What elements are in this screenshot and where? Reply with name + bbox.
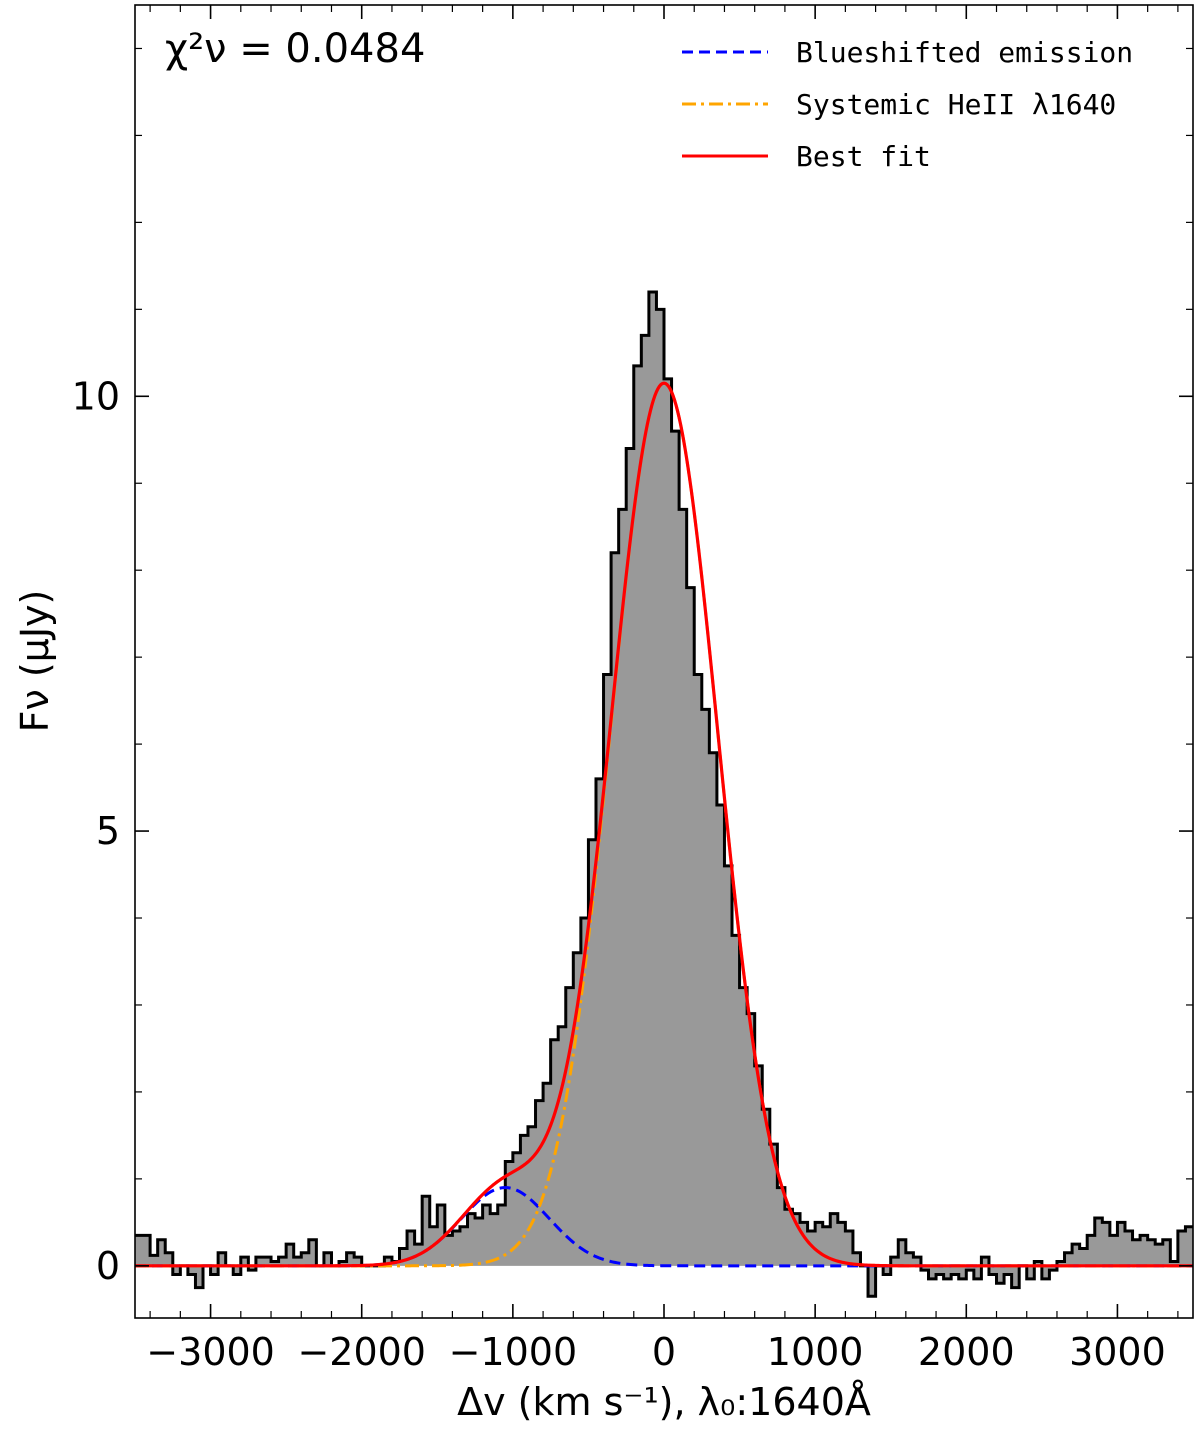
- x-axis-label: Δv (km s⁻¹), λ₀:1640Å: [457, 1380, 871, 1424]
- y-axis-label: Fν (μJy): [13, 590, 57, 733]
- x-tick-label: 2000: [918, 1330, 1015, 1374]
- legend-label: Systemic HeII λ1640: [796, 88, 1116, 121]
- legend: Blueshifted emission Systemic HeII λ1640 B…: [682, 36, 1133, 173]
- x-tick-label: 1000: [767, 1330, 864, 1374]
- best-fit-curve: [135, 381, 1193, 1268]
- y-tick-label: 5: [96, 809, 120, 853]
- x-tick-label: −3000: [146, 1330, 275, 1374]
- ticks: −3000 −2000 −1000 0 1000 2000 3000 0 5 10: [72, 5, 1193, 1374]
- chi-square-annotation: χ²ν = 0.0484: [165, 26, 425, 72]
- x-tick-label: 0: [652, 1330, 676, 1374]
- y-tick-label: 10: [72, 374, 120, 418]
- y-tick-label: 0: [96, 1244, 120, 1288]
- legend-label: Best fit: [796, 140, 931, 173]
- x-tick-label: −1000: [449, 1330, 578, 1374]
- plot-area: [135, 290, 1193, 1298]
- legend-label: Blueshifted emission: [796, 36, 1133, 69]
- data-step-line: [135, 290, 1193, 1298]
- data-fill-area: [135, 291, 1193, 1297]
- x-tick-label: −2000: [297, 1330, 426, 1374]
- axis-labels: Δv (km s⁻¹), λ₀:1640Å Fν (μJy) χ²ν = 0.048…: [13, 26, 871, 1424]
- x-tick-label: 3000: [1069, 1330, 1166, 1374]
